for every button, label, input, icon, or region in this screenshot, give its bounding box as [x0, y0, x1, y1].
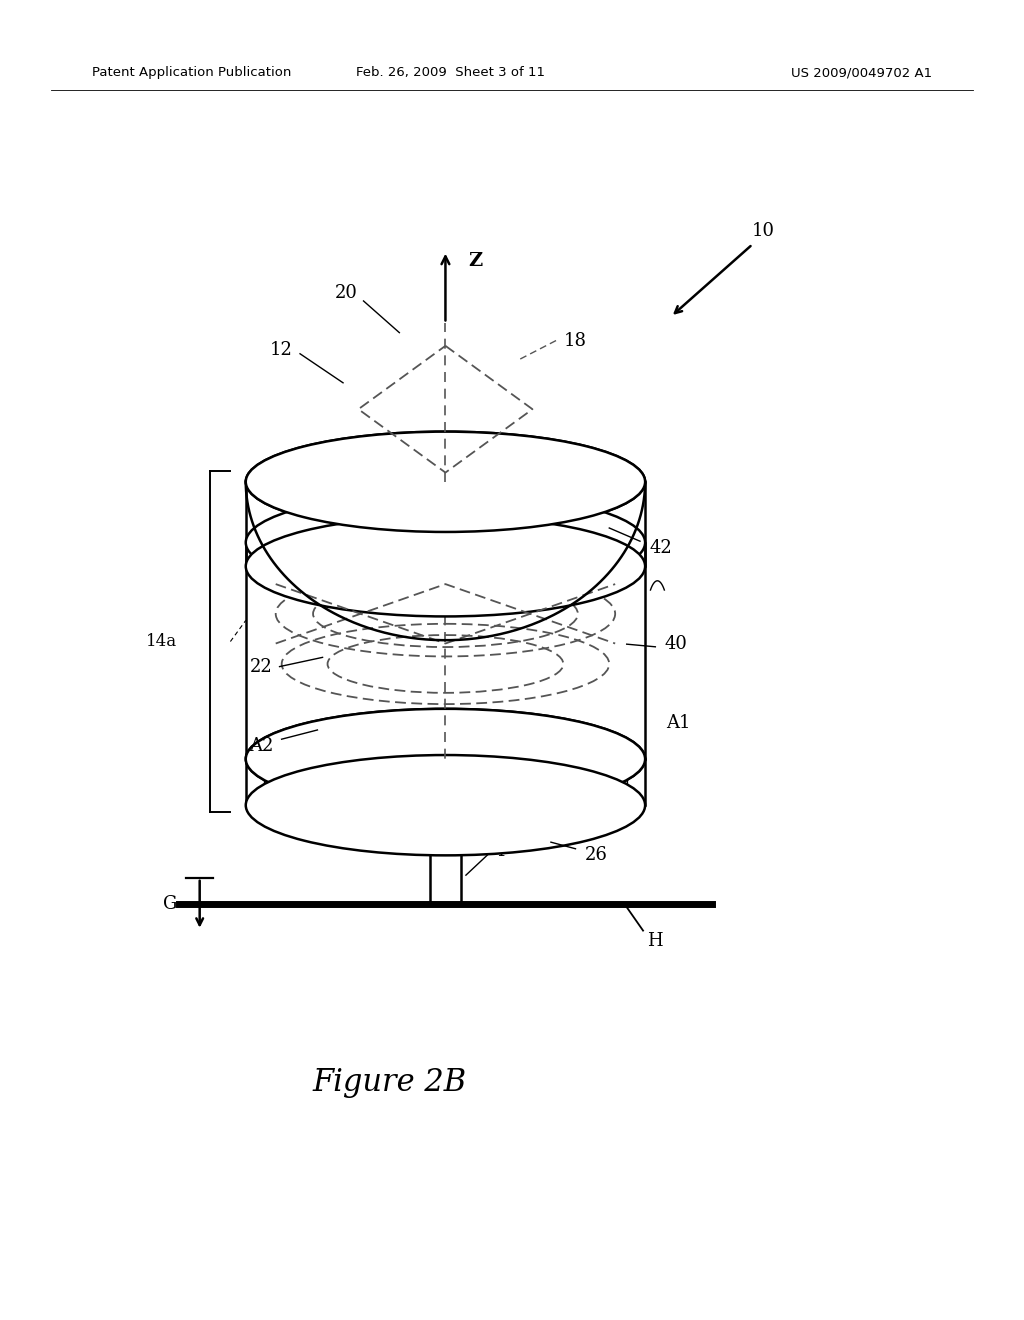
Ellipse shape — [246, 709, 645, 809]
Ellipse shape — [246, 709, 645, 809]
Text: Figure 2B: Figure 2B — [312, 1067, 466, 1098]
Text: 22: 22 — [250, 657, 272, 676]
Text: 10: 10 — [752, 222, 774, 240]
Text: Z: Z — [468, 252, 482, 271]
Text: 40: 40 — [665, 635, 687, 653]
Ellipse shape — [246, 755, 645, 855]
Text: Patent Application Publication: Patent Application Publication — [92, 66, 292, 79]
Text: 14a: 14a — [146, 634, 177, 649]
Ellipse shape — [246, 432, 645, 532]
Text: Feb. 26, 2009  Sheet 3 of 11: Feb. 26, 2009 Sheet 3 of 11 — [356, 66, 545, 79]
Text: G: G — [163, 895, 177, 913]
Ellipse shape — [246, 492, 645, 593]
Text: H: H — [647, 932, 663, 950]
Text: 12: 12 — [270, 341, 293, 359]
Text: 20: 20 — [335, 284, 357, 302]
Text: 18: 18 — [564, 331, 587, 350]
Ellipse shape — [246, 516, 645, 616]
Ellipse shape — [246, 432, 645, 532]
Text: A1: A1 — [666, 714, 690, 733]
Text: A2: A2 — [249, 737, 273, 755]
Text: US 2009/0049702 A1: US 2009/0049702 A1 — [791, 66, 932, 79]
Text: P: P — [497, 842, 509, 861]
Text: 26: 26 — [585, 846, 607, 865]
Text: 42: 42 — [649, 539, 672, 557]
